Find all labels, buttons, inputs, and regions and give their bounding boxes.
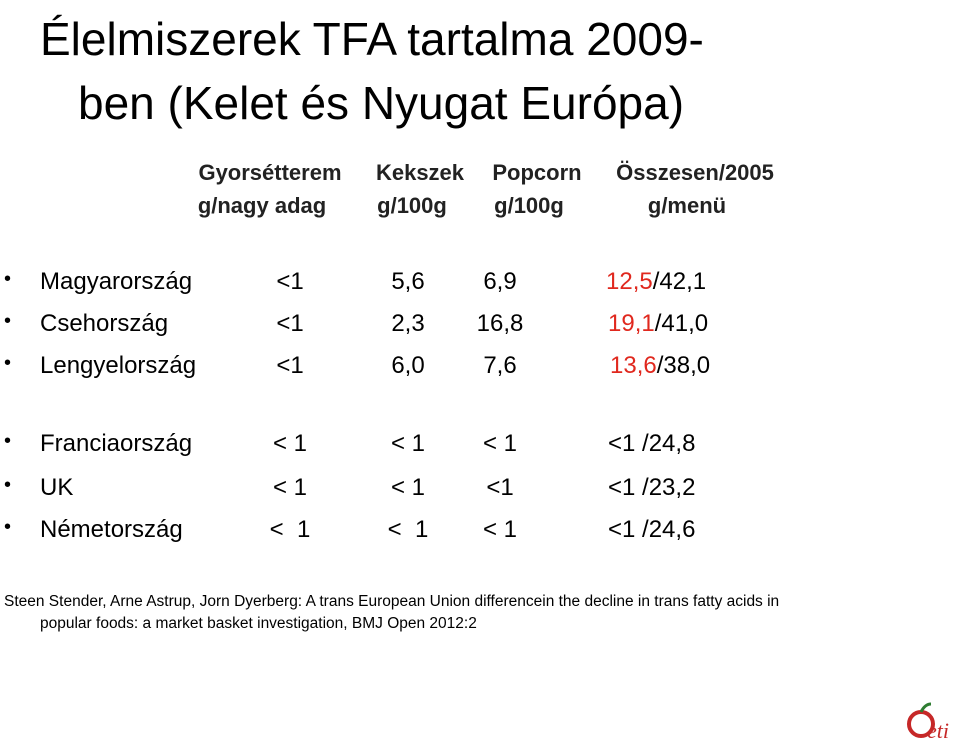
column-header: Összesen/2005	[616, 160, 774, 185]
country: Franciaország	[40, 430, 193, 457]
column-header: Kekszek	[375, 160, 465, 185]
total-rest: <1 /23,2	[608, 474, 696, 501]
bullet: •	[4, 474, 12, 496]
cell: 16,8	[476, 310, 524, 337]
cell: < 1	[272, 474, 308, 501]
cell: < 1	[482, 516, 518, 543]
total-highlight: 12,5	[606, 268, 653, 295]
total-rest: /42,1	[652, 268, 707, 295]
cell: 7,6	[483, 352, 517, 379]
total-highlight: 13,6	[610, 352, 657, 379]
citation-line: Steen Stender, Arne Astrup, Jorn Dyerber…	[4, 593, 780, 610]
cell: <1	[276, 268, 304, 295]
column-header: Popcorn	[492, 160, 582, 185]
cell: < 1	[482, 430, 518, 457]
cell: < 1	[387, 516, 429, 543]
logo: eti	[907, 702, 949, 743]
column-unit: g/100g	[494, 193, 564, 218]
total: <1 /24,8	[608, 430, 695, 458]
country: Magyarország	[40, 268, 193, 295]
bullet: •	[4, 516, 12, 538]
total-rest: /41,0	[654, 310, 709, 337]
citation-line: popular foods: a market basket investiga…	[40, 615, 477, 632]
cell: < 1	[272, 430, 308, 457]
total-rest: /38,0	[656, 352, 711, 379]
total: <1 /23,2	[608, 474, 695, 502]
country: Németország	[40, 516, 183, 543]
total-highlight: 19,1	[608, 310, 655, 337]
country: UK	[40, 474, 74, 501]
cell: 6,9	[483, 268, 517, 295]
logo-text: eti	[927, 718, 949, 743]
cell: < 1	[390, 474, 426, 501]
country: Csehország	[40, 310, 169, 337]
total-rest: <1 /24,6	[608, 516, 696, 543]
total: 12,5/42,1	[606, 268, 706, 296]
total-rest: <1 /24,8	[608, 430, 696, 457]
cell: < 1	[269, 516, 311, 543]
cell: 6,0	[391, 352, 425, 379]
bullet: •	[4, 310, 12, 332]
country: Lengyelország	[40, 352, 197, 379]
total: 19,1/41,0	[608, 310, 708, 338]
bullet: •	[4, 352, 12, 374]
column-header: Gyorsétterem	[198, 160, 342, 185]
bullet: •	[4, 268, 12, 290]
column-unit: g/100g	[377, 193, 447, 218]
cell: <1	[276, 352, 304, 379]
bullet: •	[4, 430, 12, 452]
total: <1 /24,6	[608, 516, 695, 544]
cell: <1	[276, 310, 304, 337]
cell: 5,6	[391, 268, 425, 295]
title-line: Élelmiszerek TFA tartalma 2009-	[40, 13, 704, 65]
cell: 2,3	[391, 310, 425, 337]
total: 13,6/38,0	[610, 352, 710, 380]
cell: <1	[486, 474, 514, 501]
column-unit: g/menü	[647, 193, 727, 218]
column-unit: g/nagy adag	[197, 193, 327, 218]
title-line: ben (Kelet és Nyugat Európa)	[78, 77, 685, 129]
cell: < 1	[390, 430, 426, 457]
